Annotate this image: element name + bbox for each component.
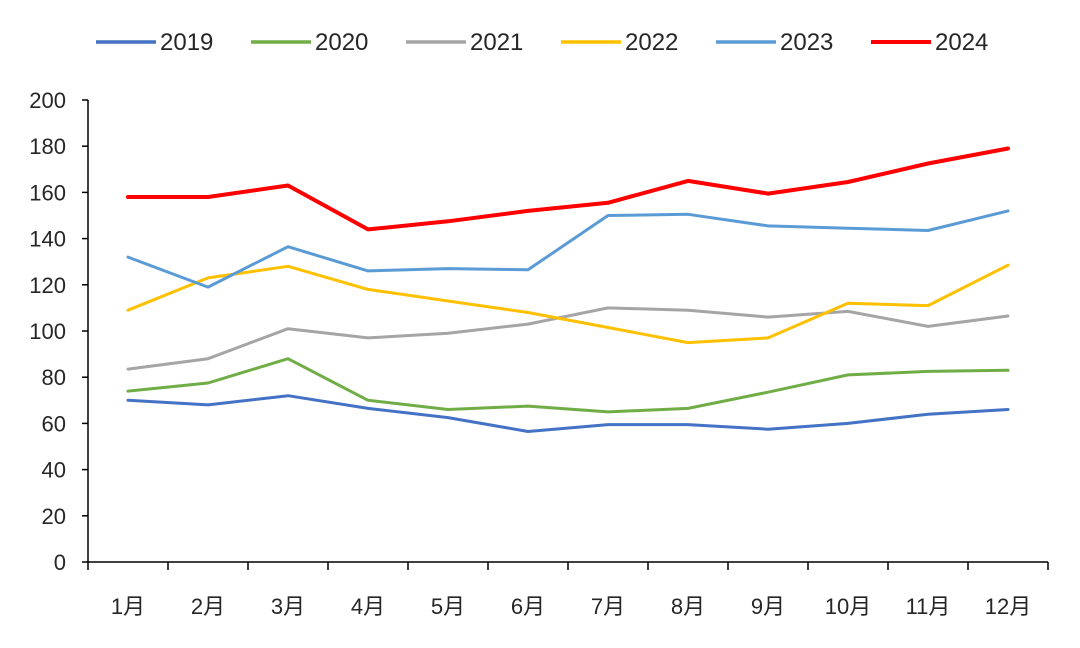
x-tick-label: 9月 xyxy=(751,594,785,619)
series-line-2024 xyxy=(126,146,1010,232)
legend: 2019 2020 2021 2022 2023 2024 xyxy=(96,29,988,56)
y-tick-label: 100 xyxy=(29,319,66,344)
series-layer xyxy=(126,146,1010,433)
x-tick-label: 11月 xyxy=(906,594,951,619)
x-tick-label: 6月 xyxy=(511,594,545,619)
y-axis: 0 20 40 60 80 100 120 140 160 180 200 xyxy=(29,88,89,575)
x-axis: 1月 2月 3月 4月 5月 6月 7月 8月 9月 10月 11月 12月 xyxy=(87,561,1049,619)
series-line-2021 xyxy=(126,306,1010,371)
legend-item-2019: 2019 xyxy=(96,29,213,56)
series-line-2022 xyxy=(126,263,1010,345)
x-tick-label: 2月 xyxy=(191,594,225,619)
legend-label: 2024 xyxy=(935,29,988,56)
legend-item-2022: 2022 xyxy=(561,29,678,56)
legend-item-2020: 2020 xyxy=(251,29,368,56)
y-tick-label: 0 xyxy=(54,550,66,575)
y-tick-label: 20 xyxy=(42,504,66,529)
legend-label: 2019 xyxy=(160,29,213,56)
legend-item-2024: 2024 xyxy=(871,29,988,56)
legend-label: 2023 xyxy=(780,29,833,56)
legend-label: 2020 xyxy=(315,29,368,56)
y-tick-label: 40 xyxy=(42,458,66,483)
series-line-2019 xyxy=(126,394,1010,433)
y-tick-label: 160 xyxy=(29,180,66,205)
y-tick-label: 60 xyxy=(42,411,66,436)
x-tick-label: 7月 xyxy=(591,594,625,619)
x-tick-label: 1月 xyxy=(111,594,145,619)
legend-label: 2022 xyxy=(625,29,678,56)
legend-label: 2021 xyxy=(470,29,523,56)
x-tick-label: 5月 xyxy=(431,594,465,619)
x-tick-label: 3月 xyxy=(271,594,305,619)
legend-item-2023: 2023 xyxy=(716,29,833,56)
legend-item-2021: 2021 xyxy=(406,29,523,56)
x-tick-label: 8月 xyxy=(671,594,705,619)
x-tick-label: 4月 xyxy=(351,594,385,619)
y-tick-label: 80 xyxy=(42,365,66,390)
y-tick-label: 180 xyxy=(29,134,66,159)
y-tick-label: 200 xyxy=(29,88,66,113)
x-tick-label: 10月 xyxy=(825,594,871,619)
y-tick-label: 140 xyxy=(29,227,66,252)
series-line-2023 xyxy=(126,209,1010,289)
y-tick-label: 120 xyxy=(29,273,66,298)
x-tick-label: 12月 xyxy=(985,594,1031,619)
series-line-2020 xyxy=(126,357,1010,414)
